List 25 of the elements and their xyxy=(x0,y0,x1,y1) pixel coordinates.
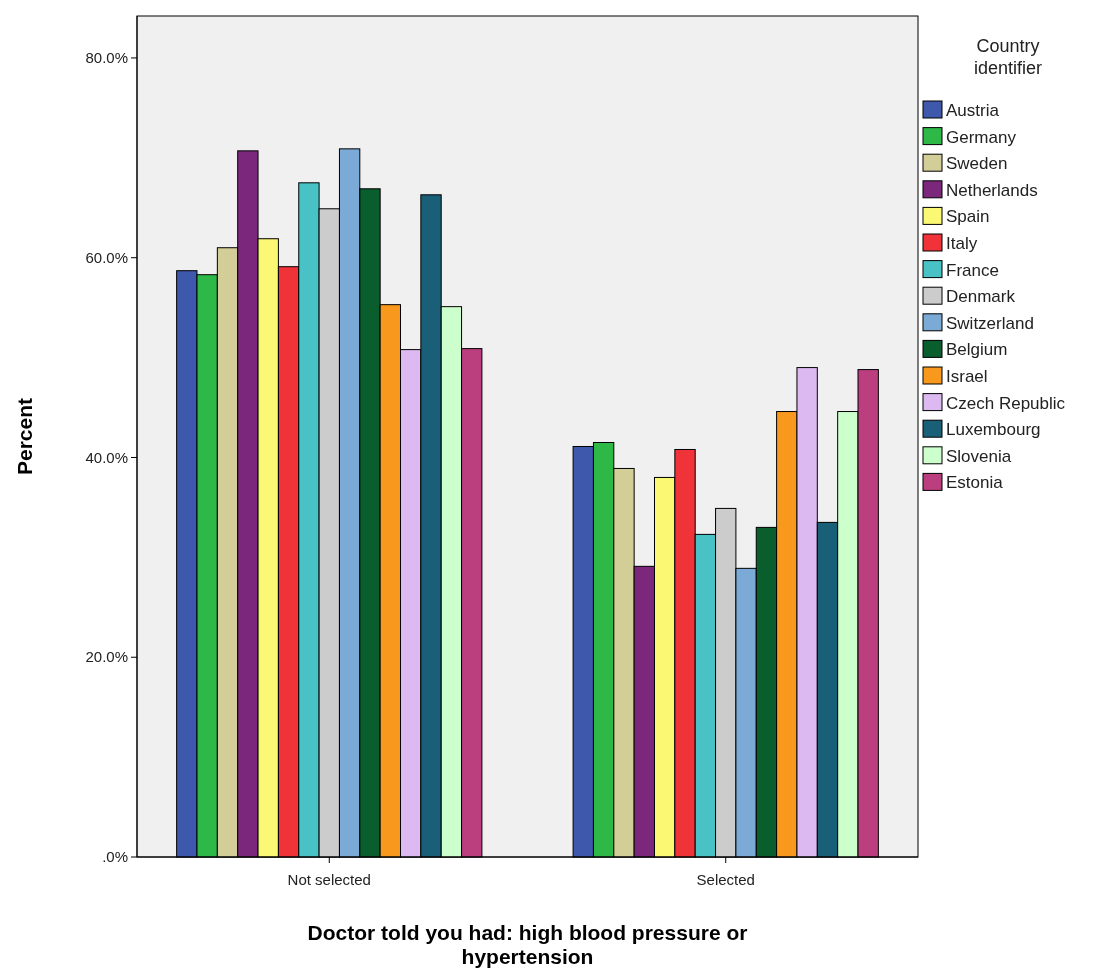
y-tick-label: 20.0% xyxy=(85,648,128,666)
legend-title: Country identifier xyxy=(973,36,1043,78)
legend-label: Germany xyxy=(946,127,1017,147)
y-tick-label: .0% xyxy=(102,848,128,866)
x-tick-label: Selected xyxy=(696,871,755,888)
legend-label: Italy xyxy=(946,233,978,253)
x-tick-label: Not selected xyxy=(287,871,371,888)
y-tick-label: 40.0% xyxy=(85,448,128,466)
legend-label: Denmark xyxy=(946,287,1016,307)
y-axis-title: Percent xyxy=(13,397,36,476)
legend-label: Czech Republic xyxy=(946,393,1066,413)
legend-label: Switzerland xyxy=(946,313,1034,333)
y-tick-label: 80.0% xyxy=(85,49,128,67)
legend-label: Netherlands xyxy=(946,180,1038,200)
legend-label: Austria xyxy=(946,100,1000,120)
legend-label: Israel xyxy=(946,366,988,386)
x-axis-title: Doctor told you had: high blood pressure or hypertension xyxy=(307,921,748,968)
legend-label: Luxembourg xyxy=(946,420,1041,440)
legend-label: France xyxy=(946,260,999,280)
legend-label: Sweden xyxy=(946,154,1008,174)
legend-label: Spain xyxy=(946,207,990,227)
legend-label: Slovenia xyxy=(946,446,1012,466)
y-tick-label: 60.0% xyxy=(85,248,128,266)
legend-label: Belgium xyxy=(946,340,1008,360)
legend-label: Estonia xyxy=(946,473,1004,493)
